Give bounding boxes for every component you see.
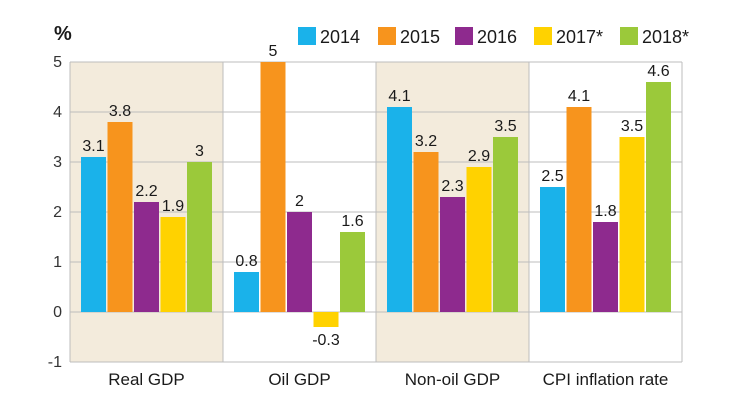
legend-label: 2017* [556, 27, 603, 47]
legend-swatch-4 [620, 27, 638, 45]
legend-label: 2018* [642, 27, 689, 47]
value-label: 3.1 [82, 138, 104, 155]
value-labels: 3.13.82.21.930.852-0.31.64.13.22.32.93.5… [82, 43, 669, 349]
value-label: 1.8 [594, 203, 616, 220]
value-label: 3.8 [109, 103, 131, 120]
y-tick-label: 1 [53, 254, 62, 271]
category-label: Non-oil GDP [405, 370, 500, 389]
legend-swatch-1 [378, 27, 396, 45]
bar-2018-3 [646, 82, 671, 312]
value-label: 3 [195, 143, 204, 160]
bar-2018-0 [187, 162, 212, 312]
y-tick-label: 5 [53, 54, 62, 71]
bars [81, 62, 671, 327]
bar-2015-3 [566, 107, 592, 312]
y-axis-label: % [54, 23, 72, 45]
legend-swatch-0 [298, 27, 316, 45]
value-label: 1.9 [162, 198, 184, 215]
bar-2016-3 [593, 222, 618, 312]
bar-2014-0 [81, 157, 106, 312]
value-label: 4.6 [647, 63, 669, 80]
bar-2017-3 [619, 137, 645, 312]
bar-2016-2 [440, 197, 465, 312]
value-label: 4.1 [388, 88, 410, 105]
bar-2016-1 [287, 212, 312, 312]
value-label: -0.3 [312, 332, 340, 349]
value-label: 2.5 [541, 168, 563, 185]
bar-2017-0 [160, 217, 186, 312]
value-label: 2.2 [135, 183, 157, 200]
category-label: CPI inflation rate [543, 370, 669, 389]
value-label: 3.5 [621, 118, 643, 135]
bar-2014-3 [540, 187, 565, 312]
y-tick-label: 3 [53, 154, 62, 171]
bar-2015-0 [107, 122, 133, 312]
bar-2016-0 [134, 202, 159, 312]
value-label: 3.2 [415, 133, 437, 150]
category-label: Real GDP [108, 370, 185, 389]
bar-2018-1 [340, 232, 365, 312]
legend-swatch-3 [534, 27, 552, 45]
category-labels: Real GDP Oil GDP Non-oil GDP CPI inflation … [108, 370, 668, 389]
value-label: 0.8 [235, 253, 257, 270]
value-label: 2.3 [441, 178, 463, 195]
bar-2014-1 [234, 272, 259, 312]
y-axis-ticks: -1 0 1 2 3 4 5 [48, 54, 62, 371]
legend-label: 2014 [320, 27, 360, 47]
value-label: 4.1 [568, 88, 590, 105]
bar-2015-2 [413, 152, 439, 312]
y-tick-label: 0 [53, 304, 62, 321]
legend-swatch-2 [455, 27, 473, 45]
bar-2017-1 [313, 312, 339, 327]
bar-2014-2 [387, 107, 412, 312]
bar-2017-2 [466, 167, 492, 312]
y-tick-label: -1 [48, 354, 62, 371]
value-label: 2.9 [468, 148, 490, 165]
bar-2015-1 [260, 62, 286, 312]
value-label: 5 [269, 43, 278, 60]
value-label: 2 [295, 193, 304, 210]
category-label: Oil GDP [268, 370, 330, 389]
y-tick-label: 2 [53, 204, 62, 221]
bar-2018-2 [493, 137, 518, 312]
legend-label: 2015 [400, 27, 440, 47]
value-label: 3.5 [494, 118, 516, 135]
value-label: 1.6 [341, 213, 363, 230]
y-tick-label: 4 [53, 104, 62, 121]
legend-label: 2016 [477, 27, 517, 47]
legend: 2014 2015 2016 2017* 2018* [298, 27, 689, 47]
